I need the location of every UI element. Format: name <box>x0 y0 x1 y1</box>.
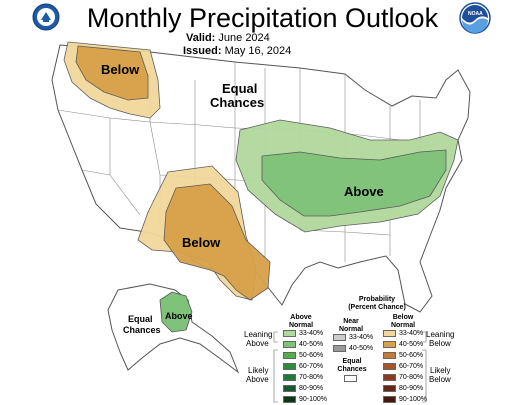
legend-above-swatch <box>283 374 296 381</box>
likely-below-2: Below <box>429 375 451 384</box>
sw-below-label: Below <box>182 235 221 250</box>
nw-below-label: Below <box>101 62 140 77</box>
leaning-above-2: Above <box>246 339 269 348</box>
legend-below-swatch <box>383 374 396 381</box>
legend-below-range: 50-60% <box>399 352 424 359</box>
alaska-equal-label-2: Chances <box>123 325 161 335</box>
map-title: Monthly Precipitation Outlook <box>86 3 439 33</box>
likely-above-1: Likely <box>248 366 269 375</box>
legend-near-swatch <box>333 345 346 352</box>
valid-line: Valid: June 2024 <box>186 32 270 45</box>
legend-title-1: Probability <box>358 296 396 303</box>
col-below-1: Below <box>392 314 414 321</box>
legend-below-swatch <box>383 352 396 359</box>
legend-above-swatch <box>283 330 296 337</box>
noaa-logo-icon <box>459 2 491 34</box>
legend-below-range: 70-80% <box>399 374 424 381</box>
leaning-above-1: Leaning <box>244 330 273 339</box>
issued-value: May 16, 2024 <box>224 45 292 57</box>
legend-below-swatch <box>383 385 396 392</box>
issued-line: Issued: May 16, 2024 <box>183 45 291 58</box>
legend-below-range: 33-40% <box>399 330 424 337</box>
likely-above-2: Above <box>246 375 269 384</box>
sw-below-inner <box>163 183 271 301</box>
legend-below-swatch <box>383 363 396 370</box>
east-above-inner <box>261 149 447 217</box>
legend-above-swatch <box>283 352 296 359</box>
legend-below-range: 60-70% <box>399 363 424 370</box>
legend-below-range: 90-100% <box>399 396 428 403</box>
equal-chances-2: Chances <box>337 366 367 373</box>
legend: Probability (Percent Chance) Above Norma… <box>240 292 525 405</box>
valid-value: June 2024 <box>218 32 270 44</box>
legend-near-swatch <box>333 334 346 341</box>
issued-label: Issued: <box>183 45 222 57</box>
equal-chances-label-1: Equal <box>222 81 258 96</box>
legend-below-swatch <box>383 341 396 348</box>
col-above-2: Normal <box>288 322 314 329</box>
likely-below-1: Likely <box>430 366 451 375</box>
legend-below-range: 40-50% <box>399 341 424 348</box>
doc-seal-icon <box>32 3 60 31</box>
legend-above-swatch <box>283 341 296 348</box>
equal-chances-label-2: Chances <box>210 95 265 110</box>
nw-below-inner <box>75 45 149 101</box>
legend-title-2: (Percent Chance) <box>348 304 406 311</box>
legend-near-range: 33-40% <box>349 334 374 341</box>
legend-above-swatch <box>283 385 296 392</box>
legend-above-swatch <box>283 363 296 370</box>
alaska-above-label: Above <box>165 311 193 321</box>
east-above-label: Above <box>344 184 384 199</box>
valid-label: Valid: <box>186 32 216 44</box>
legend-above-range: 80-90% <box>299 385 324 392</box>
col-near-2: Normal <box>338 326 364 333</box>
legend-above-range: 90-100% <box>299 396 328 403</box>
equal-chances-1: Equal <box>342 358 362 365</box>
col-above-1: Above <box>290 314 312 321</box>
col-near-1: Near <box>343 318 359 325</box>
legend-above-range: 70-80% <box>299 374 324 381</box>
leaning-below-1: Leaning <box>426 330 455 339</box>
legend-near-range: 40-50% <box>349 345 374 352</box>
legend-above-range: 40-50% <box>299 341 324 348</box>
alaska-above-area <box>159 291 193 333</box>
legend-above-range: 50-60% <box>299 352 324 359</box>
legend-above-range: 60-70% <box>299 363 324 370</box>
legend-below-swatch <box>383 330 396 337</box>
legend-below-swatch <box>383 396 396 403</box>
col-below-2: Normal <box>390 322 416 329</box>
equal-chances-swatch <box>344 375 357 382</box>
noaa-logo-text: NOAA <box>468 11 483 17</box>
alaska-equal-label-1: Equal <box>128 314 153 324</box>
legend-below-range: 80-90% <box>399 385 424 392</box>
leaning-below-2: Below <box>429 339 451 348</box>
legend-above-range: 33-40% <box>299 330 324 337</box>
legend-above-swatch <box>283 396 296 403</box>
legend-brackets <box>273 331 427 403</box>
